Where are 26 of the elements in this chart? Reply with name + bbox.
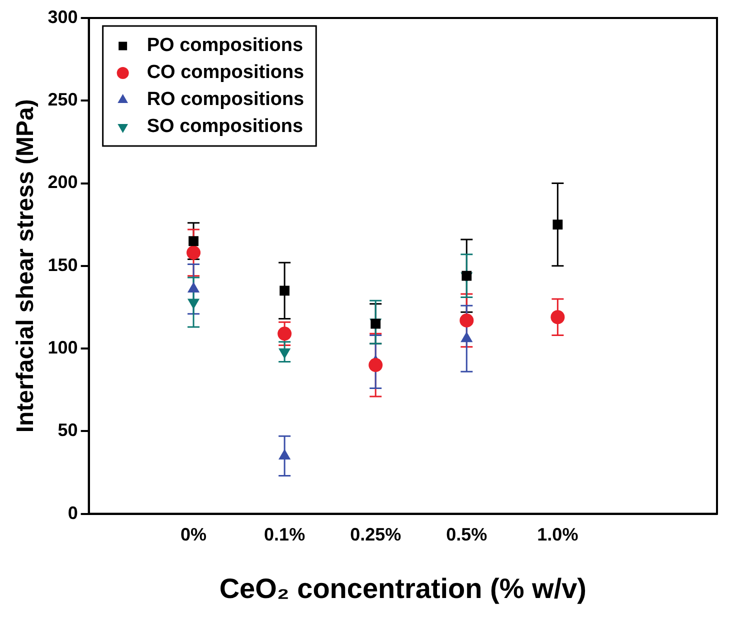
point <box>278 326 292 341</box>
x-axis-title: CeO₂ concentration (% w/v) <box>219 572 586 604</box>
y-tick-label: 200 <box>48 172 78 192</box>
y-tick-label: 250 <box>48 90 78 110</box>
y-axis-title: Interfacial shear stress (MPa) <box>12 99 40 433</box>
point <box>186 246 201 260</box>
y-tick-label: 150 <box>48 254 78 275</box>
x-tick-label: 0.25% <box>350 524 402 545</box>
x-tick-label: 0% <box>180 524 207 545</box>
legend-label: CO compositions <box>146 62 304 84</box>
y-tick-label: 100 <box>48 338 78 358</box>
y-tick-label: 0 <box>68 502 78 523</box>
point <box>368 358 383 372</box>
point <box>460 313 474 328</box>
x-tick-label: 1.0% <box>537 524 578 545</box>
point <box>188 236 198 246</box>
y-tick-label: 50 <box>58 420 78 440</box>
point <box>280 286 290 296</box>
legend-label: RO compositions <box>146 89 304 110</box>
y-tick-label: 300 <box>48 6 78 27</box>
point <box>550 310 565 324</box>
legend-label: SO compositions <box>146 116 304 138</box>
point <box>552 220 563 230</box>
x-tick-label: 0.5% <box>446 524 488 545</box>
x-tick-label: 0.1% <box>264 524 306 545</box>
legend-label: PO compositions <box>146 35 304 56</box>
